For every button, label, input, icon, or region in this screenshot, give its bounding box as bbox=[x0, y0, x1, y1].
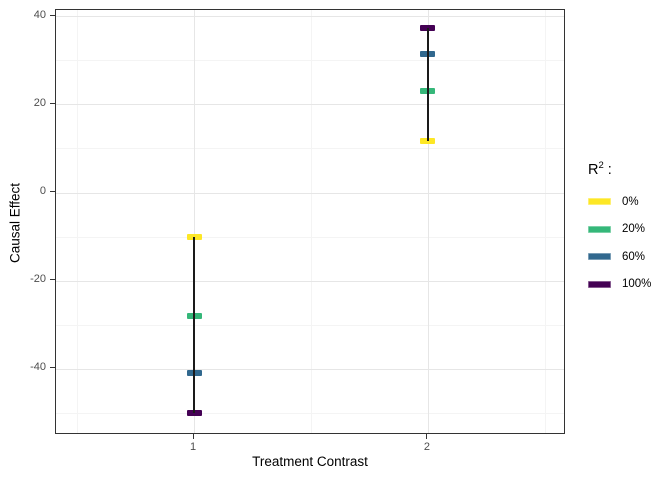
y-tick-mark bbox=[50, 102, 55, 104]
gridline-x-minor bbox=[544, 10, 546, 433]
gridline-y-minor bbox=[56, 148, 564, 150]
y-tick-label: 40 bbox=[33, 8, 46, 21]
plot-panel bbox=[55, 9, 565, 434]
x-tick-label: 2 bbox=[423, 441, 431, 453]
x-axis-title: Treatment Contrast bbox=[252, 454, 368, 469]
legend: R2 : 0% 20% 60% 100% bbox=[588, 160, 672, 298]
legend-item: 60% bbox=[588, 243, 672, 271]
legend-item: 20% bbox=[588, 215, 672, 243]
legend-item-label: 0% bbox=[622, 195, 639, 208]
gridline-y-minor bbox=[56, 60, 564, 62]
gridline-x-minor bbox=[77, 10, 79, 433]
x-tick-mark bbox=[426, 434, 428, 439]
range-line bbox=[193, 236, 196, 413]
legend-title-superscript: 2 bbox=[598, 160, 604, 171]
range-line bbox=[426, 28, 429, 141]
legend-item-label: 60% bbox=[622, 250, 646, 263]
legend-item: 0% bbox=[588, 188, 672, 216]
gridline-y-major bbox=[56, 192, 564, 194]
legend-key-swatch bbox=[588, 280, 611, 288]
gridline-y-major bbox=[56, 16, 564, 18]
legend-key-swatch bbox=[588, 225, 611, 233]
gridline-y-minor bbox=[56, 324, 564, 326]
y-tick-mark bbox=[50, 191, 55, 193]
x-tick-label: 1 bbox=[189, 441, 197, 453]
gridline-y-minor bbox=[56, 412, 564, 414]
y-tick-mark bbox=[50, 14, 55, 16]
legend-title-colon: : bbox=[603, 161, 612, 178]
y-tick-label: 0 bbox=[39, 185, 46, 198]
gridline-x-minor bbox=[311, 10, 312, 433]
gridline-x-major bbox=[194, 10, 196, 433]
y-tick-mark bbox=[50, 279, 55, 281]
y-tick-label: 20 bbox=[33, 96, 46, 109]
crossbar-mark-0% bbox=[420, 137, 436, 144]
x-tick-mark bbox=[192, 434, 194, 439]
gridline-x-major bbox=[427, 10, 429, 433]
legend-key-swatch bbox=[588, 198, 611, 206]
gridline-y-major bbox=[56, 104, 564, 106]
y-tick-label: -40 bbox=[30, 361, 46, 374]
legend-title: R2 : bbox=[588, 160, 672, 178]
gridline-y-minor bbox=[56, 236, 564, 238]
legend-key-swatch bbox=[588, 253, 611, 261]
legend-item: 100% bbox=[588, 270, 672, 298]
legend-item-label: 100% bbox=[622, 278, 652, 291]
gridline-y-major bbox=[56, 368, 564, 370]
legend-items: 0% 20% 60% 100% bbox=[588, 188, 672, 298]
crossbar-mark-100% bbox=[186, 409, 202, 416]
legend-title-base: R bbox=[588, 161, 599, 178]
y-tick-mark bbox=[50, 367, 55, 369]
y-axis-title: Causal Effect bbox=[7, 182, 23, 264]
gridline-y-major bbox=[56, 280, 564, 282]
legend-item-label: 20% bbox=[622, 223, 646, 236]
y-tick-label: -20 bbox=[30, 273, 46, 286]
